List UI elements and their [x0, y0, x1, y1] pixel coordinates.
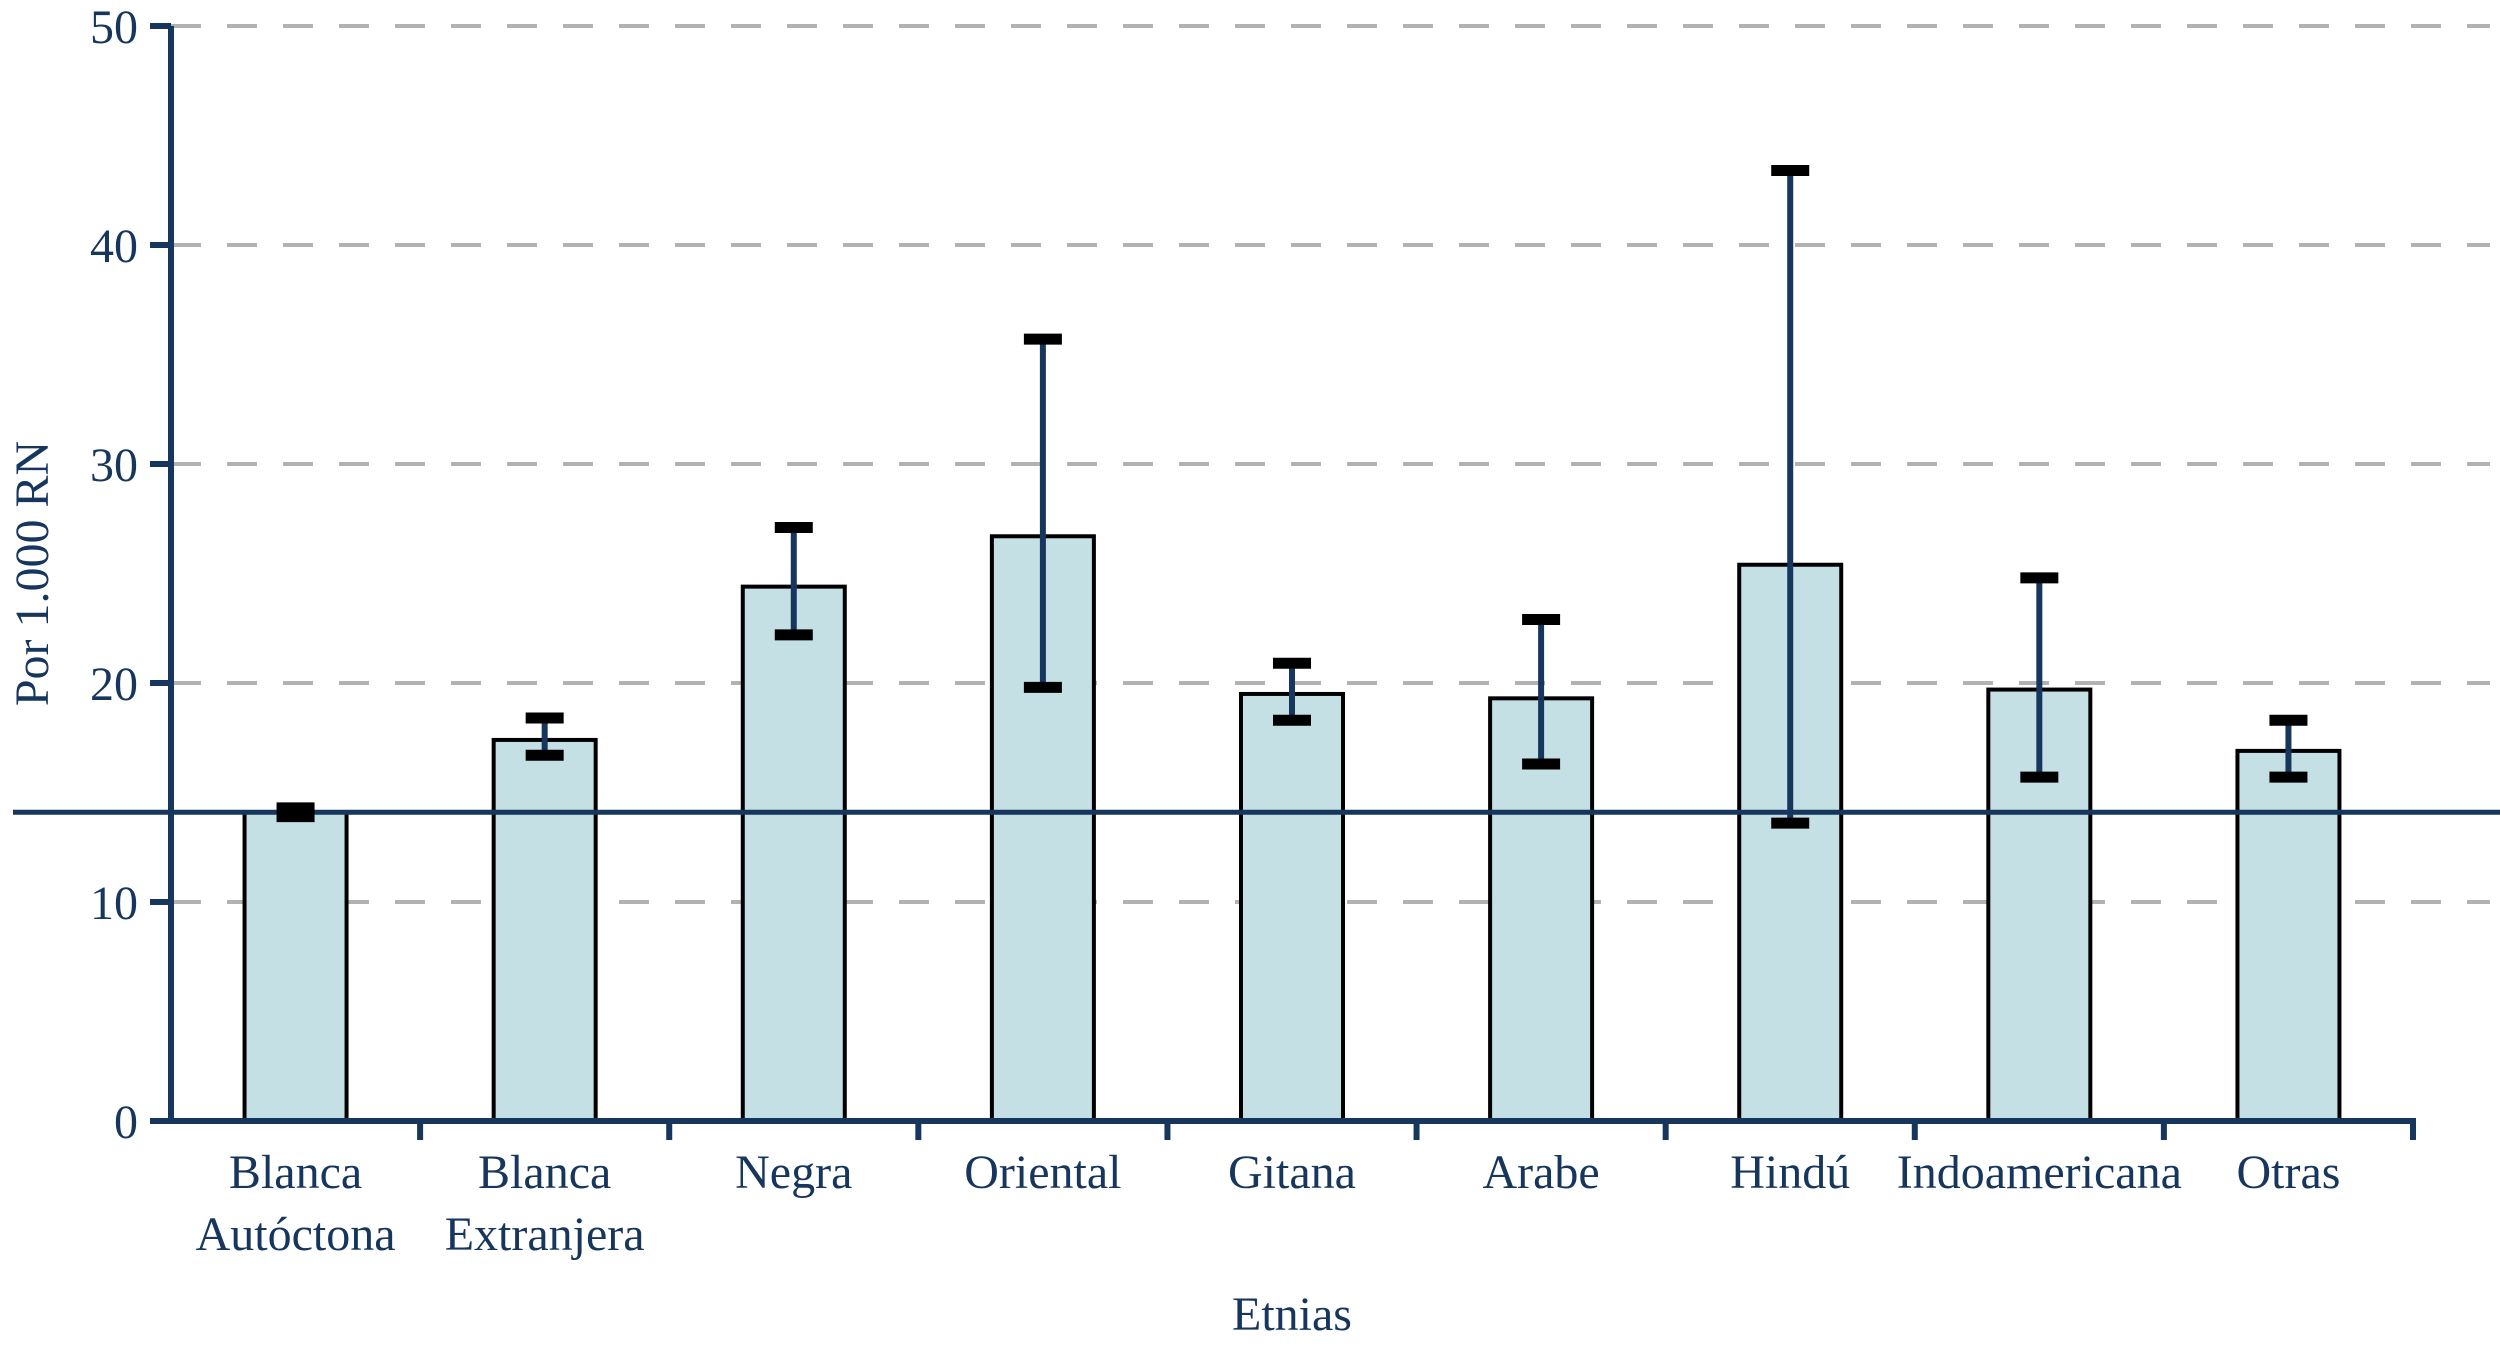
bar-otras [2235, 748, 2342, 1123]
y-axis-title: Por 1.000 RN [6, 441, 59, 706]
y-tick-label-0: 0 [114, 1096, 138, 1149]
bar-negra [740, 584, 847, 1123]
x-label-hindú: Hindú [1730, 1146, 1850, 1199]
x-label-blanca-autóctona: Blanca Autóctona [196, 1146, 396, 1261]
bar-blanca-extranjera [491, 737, 598, 1123]
x-label-indoamericana: Indoamericana [1897, 1146, 2182, 1199]
x-label-negra: Negra [735, 1146, 852, 1199]
bar-blanca-autóctona [242, 810, 349, 1124]
bar-oriental [989, 534, 1096, 1123]
x-axis-title: Etnias [1232, 1288, 1352, 1341]
x-label-blanca-extranjera: Blanca Extranjera [445, 1146, 645, 1261]
y-tick-label-50: 50 [90, 1, 138, 54]
y-tick-label-30: 30 [90, 439, 138, 492]
y-tick-label-10: 10 [90, 877, 138, 930]
x-label-otras: Otras [2236, 1146, 2340, 1199]
y-tick-label-40: 40 [90, 220, 138, 273]
x-label-oriental: Oriental [964, 1146, 1121, 1199]
y-tick-label-20: 20 [90, 658, 138, 711]
x-label-gitana: Gitana [1228, 1146, 1356, 1199]
bar-gitana [1239, 691, 1345, 1123]
x-label-arabe: Arabe [1482, 1146, 1599, 1199]
